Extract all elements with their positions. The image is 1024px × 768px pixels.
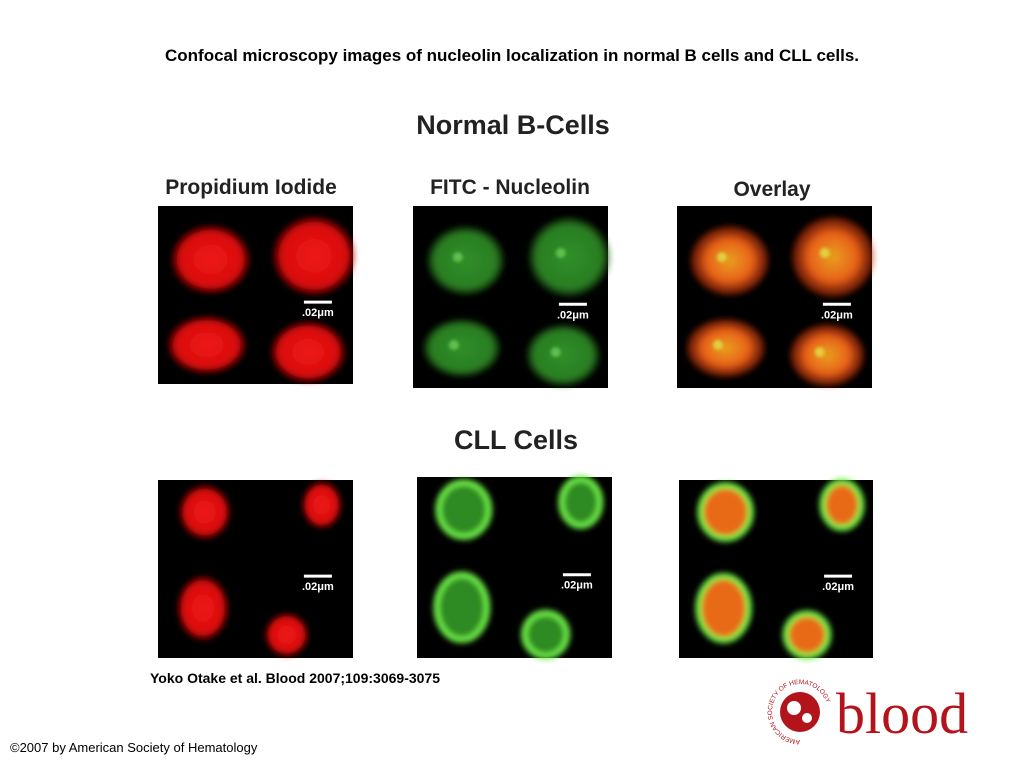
cell (177, 576, 229, 641)
copyright: ©2007 by American Society of Hematology (10, 740, 258, 755)
cell (782, 610, 832, 660)
nucleolus (716, 252, 727, 263)
logo-text: blood (836, 681, 968, 746)
micrograph: .02μm (413, 206, 610, 388)
column-label: Propidium Iodide (165, 176, 337, 199)
nucleolus (555, 247, 566, 258)
micrograph: .02μm (158, 480, 353, 658)
cell (558, 475, 604, 529)
nucleolus (712, 340, 723, 351)
logo-emblem-cell (802, 713, 812, 723)
cell (695, 573, 752, 644)
cell (521, 609, 571, 660)
cell (179, 485, 231, 539)
logo-emblem-cell (787, 701, 801, 715)
cell (271, 321, 346, 383)
micrograph: .02μm (679, 478, 873, 660)
nucleolus (448, 340, 459, 351)
cell (790, 324, 865, 387)
scale-bar-label: .02μm (557, 309, 589, 321)
citation: Yoko Otake et al. Blood 2007;109:3069-30… (150, 670, 440, 686)
slide-title: Confocal microscopy images of nucleolin … (165, 46, 859, 65)
cell (690, 226, 769, 296)
micrograph: .02μm (417, 475, 612, 660)
logo: AMERICAN SOCIETY OF HEMATOLOGY blood (767, 679, 968, 746)
section-heading: Normal B-Cells (416, 110, 610, 140)
cell (422, 318, 501, 378)
cell (792, 216, 874, 297)
cell (167, 316, 246, 374)
cell (171, 225, 250, 294)
cell (697, 482, 754, 542)
scale-bar-label: .02μm (822, 581, 854, 593)
micrograph: .02μm (158, 206, 355, 384)
cell (433, 571, 491, 643)
cell (435, 479, 493, 540)
logo-emblem (780, 692, 820, 732)
cell (265, 613, 309, 657)
cell (273, 216, 355, 295)
column-label: FITC - Nucleolin (430, 176, 590, 199)
nucleolus (819, 247, 830, 258)
cell (686, 318, 765, 378)
section-heading: CLL Cells (454, 425, 578, 455)
micrographs: .02μm .02μm .02μm .02μm .02μm .02μm (158, 206, 874, 660)
cell (528, 216, 610, 297)
column-label: Overlay (733, 178, 810, 201)
nucleolus (550, 347, 561, 358)
nucleolus (814, 347, 825, 358)
scale-bar-label: .02μm (302, 581, 334, 593)
scale-bar-label: .02μm (821, 309, 853, 321)
cell (302, 481, 342, 529)
micrograph: .02μm (677, 206, 874, 388)
scale-bar-label: .02μm (561, 580, 593, 592)
scale-bar-label: .02μm (302, 307, 334, 319)
nucleolus (452, 252, 463, 263)
cell (526, 324, 601, 387)
cell (819, 478, 865, 532)
cell (426, 226, 505, 296)
